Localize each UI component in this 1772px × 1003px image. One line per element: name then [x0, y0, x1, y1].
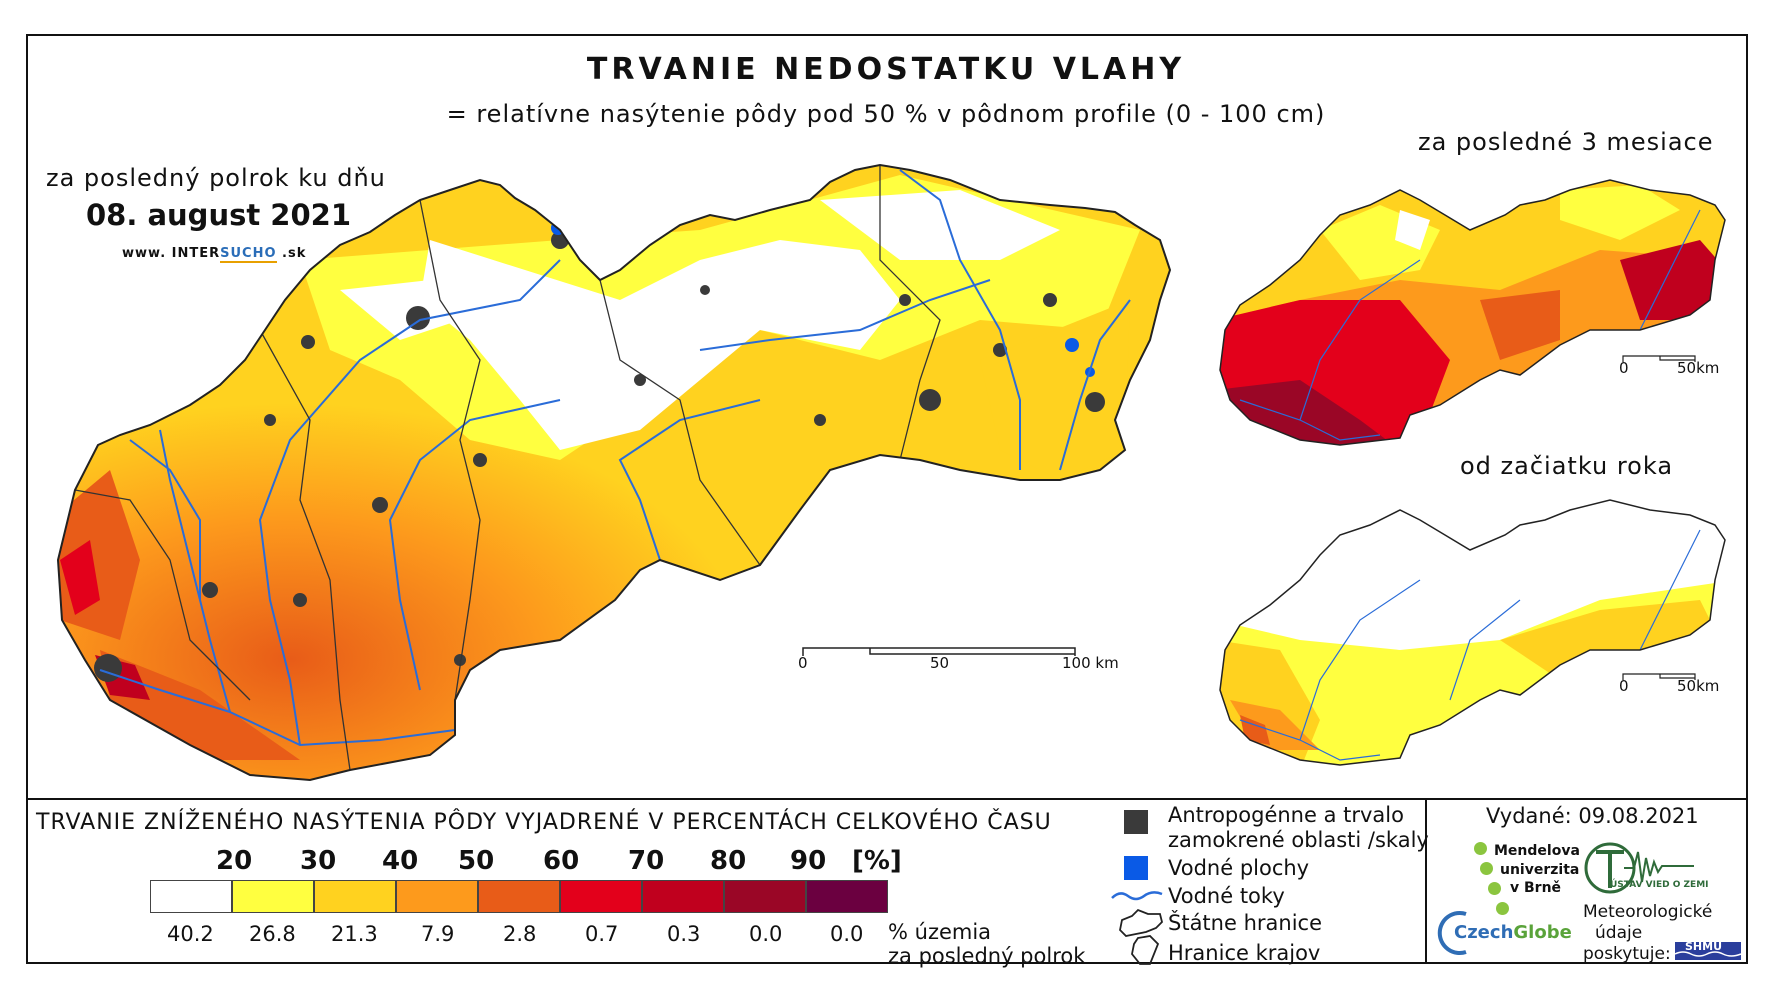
legend-value-80-90: 0.0	[749, 922, 783, 946]
percent-label-1: % územia	[888, 920, 992, 944]
legend-value-40-50: 7.9	[421, 922, 455, 946]
map-subtitle: = relatívne nasýtenie pôdy pod 50 % v pô…	[446, 100, 1326, 128]
inset-3-months-title: za posledné 3 mesiace	[1418, 128, 1714, 156]
anthropogenic-label-1: Antropogénne a trvalo	[1168, 803, 1404, 827]
website-link[interactable]: www. INTERSUCHO .sk	[122, 246, 307, 263]
issued-date: Vydané: 09.08.2021	[1486, 804, 1699, 828]
water-bodies-label: Vodné plochy	[1168, 856, 1310, 880]
inset-year-title: od začiatku roka	[1460, 452, 1674, 480]
uvgz-logo	[1584, 842, 1694, 894]
water-body-icon	[1124, 856, 1148, 880]
inset-year-scale-bar	[1622, 673, 1696, 680]
percent-label-2: za posledný polrok	[888, 944, 1086, 968]
water-courses-label: Vodné toky	[1168, 884, 1285, 908]
legend-value-60-70: 0.7	[585, 922, 619, 946]
map-title: TRVANIE NEDOSTATKU VLAHY	[586, 52, 1186, 87]
region-border-icon	[1131, 935, 1160, 965]
mendel-logo-dot	[1496, 902, 1509, 915]
legend-bin-50: 50	[458, 846, 495, 876]
mendel-logo-dot	[1488, 882, 1501, 895]
anthropogenic-area-icon	[1124, 810, 1148, 834]
legend-swatch-70-80	[642, 880, 724, 913]
legend-swatch-90-100	[806, 880, 888, 913]
legend-divider	[26, 798, 1748, 800]
legend-swatch-80-90	[724, 880, 806, 913]
state-border-icon	[1119, 908, 1163, 937]
main-scale-0: 0	[798, 654, 808, 672]
water-course-icon	[1111, 891, 1163, 901]
legend-swatch-50-60	[478, 880, 560, 913]
period-label: za posledný polrok ku dňu	[46, 164, 386, 192]
czechglobe-part-1: Czech	[1454, 922, 1514, 943]
legend-title: TRVANIE ZNÍŽENÉHO NASÝTENIA PÔDY VYJADRE…	[36, 810, 1052, 835]
state-border-label: Štátne hranice	[1168, 911, 1322, 935]
mendel-line-2: univerzita	[1500, 862, 1580, 878]
legend-value-50-60: 2.8	[503, 922, 537, 946]
mendel-line-3: v Brně	[1510, 880, 1562, 896]
inset-3-scale-50: 50km	[1677, 359, 1720, 377]
inset-year-scale-0: 0	[1619, 677, 1629, 695]
legend-bin-unit: [%]	[852, 846, 902, 876]
website-prefix: www. INTER	[122, 246, 221, 261]
inset-3-scale-0: 0	[1619, 359, 1629, 377]
anthropogenic-label-2: zamokrené oblasti /skaly	[1168, 828, 1429, 852]
mendel-logo-dot	[1480, 862, 1493, 875]
czechglobe-logo: CzechGlobe	[1454, 922, 1572, 943]
czechglobe-logo-arc	[1437, 911, 1467, 955]
legend-bin-20: 20	[216, 846, 253, 876]
legend-bin-30: 30	[300, 846, 337, 876]
legend-bin-60: 60	[543, 846, 580, 876]
legend-swatch-0-20	[150, 880, 232, 913]
legend-value-30-40: 21.3	[331, 922, 378, 946]
info-divider	[1425, 798, 1427, 964]
legend-value-0-20: 40.2	[167, 922, 214, 946]
meteo-label-1: Meteorologické	[1583, 902, 1713, 922]
legend-swatch-60-70	[560, 880, 642, 913]
website-highlight: SUCHO	[220, 246, 277, 263]
main-scale-bar	[802, 647, 1076, 656]
czechglobe-part-2: Globe	[1513, 922, 1572, 943]
shmu-label: SHMÚ	[1685, 940, 1723, 953]
legend-value-70-80: 0.3	[667, 922, 701, 946]
main-scale-50: 50	[930, 654, 950, 672]
legend-swatch-20-30	[232, 880, 314, 913]
meteo-label-2: údaje	[1595, 923, 1643, 943]
legend-bin-80: 80	[710, 846, 747, 876]
mendel-logo-dot	[1474, 842, 1487, 855]
uvgz-label: ÚSTAV VIED O ZEMI	[1610, 880, 1709, 890]
date-label: 08. august 2021	[86, 198, 352, 232]
legend-bin-90: 90	[790, 846, 827, 876]
main-scale-100: 100 km	[1062, 654, 1119, 672]
inset-3-scale-bar	[1622, 355, 1696, 362]
legend-bin-70: 70	[628, 846, 665, 876]
website-suffix: .sk	[276, 246, 307, 261]
legend-swatch-40-50	[396, 880, 478, 913]
inset-year-scale-50: 50km	[1677, 677, 1720, 695]
shmu-logo	[1674, 942, 1742, 960]
meteo-data-label: Meteorologické údaje poskytuje:	[1583, 902, 1712, 965]
region-border-label: Hranice krajov	[1168, 941, 1321, 965]
legend-value-90-100: 0.0	[830, 922, 864, 946]
legend-swatch-30-40	[314, 880, 396, 913]
mendel-line-1: Mendelova	[1494, 843, 1580, 859]
meteo-label-3: poskytuje:	[1583, 944, 1671, 964]
legend-value-20-30: 26.8	[249, 922, 296, 946]
legend-bin-40: 40	[382, 846, 419, 876]
